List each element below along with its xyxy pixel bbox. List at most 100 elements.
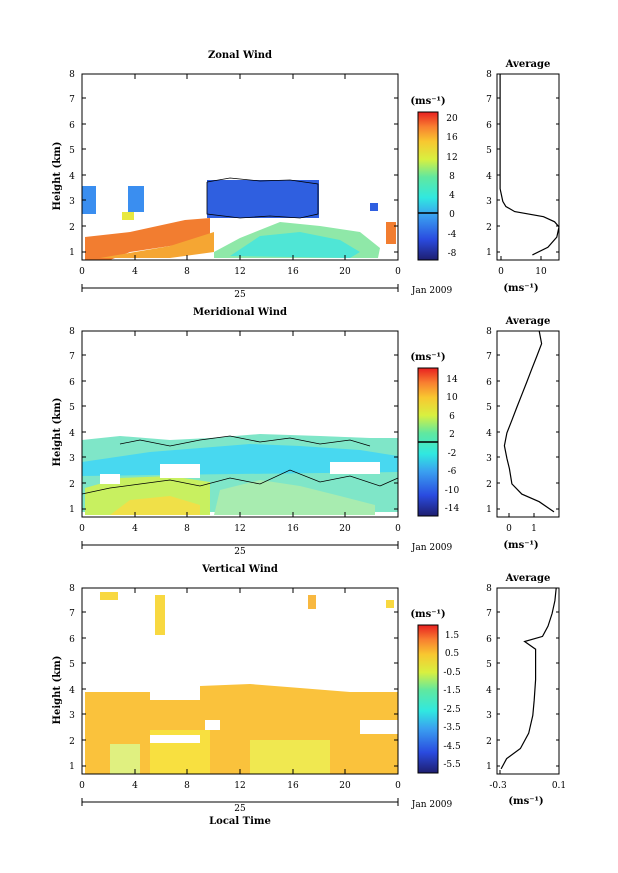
zero-contour — [206, 177, 319, 219]
chart-title: Zonal Wind — [208, 50, 272, 61]
y-tick-label: 3 — [69, 197, 75, 207]
average-profile-line — [499, 74, 560, 256]
heatmap-gap — [205, 720, 220, 730]
day-label: 25 — [234, 547, 246, 557]
heatmap-region-aloft — [308, 595, 316, 609]
y-tick-label: 8 — [486, 584, 492, 594]
x-tick-label: 20 — [339, 524, 351, 534]
y-axis-ticks: 1 2 3 4 5 6 7 8 — [69, 327, 398, 515]
colorbar-tick-label: -8 — [448, 249, 457, 259]
y-tick-label: 7 — [486, 352, 492, 362]
y-tick-label: 4 — [486, 686, 492, 696]
x-tick-label: 12 — [234, 524, 245, 534]
heatmap-region-negative — [128, 186, 144, 212]
y-tick-label: 5 — [486, 403, 492, 413]
colorbar-tick-label: 6 — [449, 412, 455, 422]
chart-title: Vertical Wind — [201, 564, 278, 575]
heatmap-region-strong-jet — [386, 222, 396, 244]
colorbar-tick-label: 0 — [449, 210, 455, 220]
colorbar-tick-label: -0.5 — [443, 668, 461, 678]
colorbar-tick-label: -5.5 — [443, 760, 461, 770]
average-xlabel: (ms⁻¹) — [503, 283, 538, 294]
colorbar-tick-label: 1.5 — [445, 631, 460, 641]
vertical-wind-panel: Vertical Wind Height (km) 1 2 3 4 5 6 7 … — [52, 564, 566, 827]
colorbar-gradient — [417, 111, 439, 261]
colorbar-tick-label: 20 — [446, 114, 458, 124]
x-axis-ticks: 0 4 8 12 16 20 0 25 Jan 2009 — [79, 331, 453, 557]
x-tick-label: 12 — [234, 781, 245, 791]
colorbar-tick-label: -6 — [448, 467, 457, 477]
y-tick-label: 7 — [486, 609, 492, 619]
colorbar-tick-label: -14 — [445, 504, 460, 514]
y-tick-label: 4 — [69, 686, 75, 696]
x-tick-label: 20 — [339, 781, 351, 791]
heatmap-gap — [150, 735, 200, 743]
heatmap-field — [81, 434, 399, 515]
y-tick-label: 8 — [69, 584, 75, 594]
x-tick-label: 16 — [287, 267, 299, 277]
x-tick-label: 8 — [184, 267, 190, 277]
x-tick-label: 12 — [234, 267, 245, 277]
x-tick-label: 4 — [132, 267, 138, 277]
x-tick-label: 4 — [132, 524, 138, 534]
colorbar-gradient — [417, 624, 439, 774]
x-tick-label: 16 — [287, 781, 299, 791]
x-tick-label: 0 — [395, 524, 401, 534]
y-tick-label: 2 — [69, 737, 75, 747]
x-tick-label: 20 — [339, 267, 351, 277]
y-tick-label: 5 — [69, 403, 75, 413]
y-tick-label: 2 — [69, 480, 75, 490]
y-ticks — [82, 73, 398, 253]
y-tick-label: 2 — [486, 480, 492, 490]
heatmap-region-strong-jet — [100, 232, 214, 258]
y-tick-label: 7 — [486, 95, 492, 105]
y-tick-label: 5 — [486, 660, 492, 670]
heatmap-region-negative — [207, 180, 319, 218]
colorbar-unit: (ms⁻¹) — [410, 352, 445, 363]
colorbar-tick-label: 2 — [449, 430, 455, 440]
y-tick-label: 5 — [69, 146, 75, 156]
colorbar-tick-label: 10 — [446, 393, 458, 403]
y-tick-label: 8 — [69, 70, 75, 80]
colorbar-tick-label: -10 — [445, 486, 460, 496]
average-frame — [496, 73, 560, 261]
colorbar-tick-label: 14 — [446, 375, 458, 385]
x-tick-label: 0 — [395, 267, 401, 277]
y-tick-label: 6 — [69, 121, 75, 131]
heatmap-region-negative — [82, 186, 96, 214]
average-profile: Average 1 2 3 4 5 6 7 8 0 1 (ms⁻¹) — [486, 316, 560, 551]
zero-contour — [81, 469, 399, 495]
date-label: Jan 2009 — [411, 286, 453, 296]
heatmap-gap — [160, 464, 200, 478]
x-ticks — [81, 74, 399, 260]
y-tick-label: 6 — [69, 635, 75, 645]
zero-contour — [119, 435, 371, 447]
x-tick-label: 16 — [287, 524, 299, 534]
y-tick-label: 8 — [69, 327, 75, 337]
y-tick-label: 4 — [486, 172, 492, 182]
colorbar-tick-label: -3.5 — [443, 723, 461, 733]
heatmap-region-aloft — [100, 592, 118, 600]
heatmap-region-positive — [110, 496, 200, 515]
x-tick-label: -0.3 — [489, 781, 507, 791]
meridional-wind-panel: Meridional Wind Height (km) 1 2 3 4 5 6 … — [52, 307, 560, 557]
x-tick-label: 0 — [498, 267, 504, 277]
y-tick-label: 6 — [486, 121, 492, 131]
colorbar: (ms⁻¹) 14 10 6 2 -2 -6 -10 -14 — [410, 352, 460, 517]
y-tick-label: 8 — [486, 327, 492, 337]
y-axis-label: Height (km) — [52, 398, 63, 467]
y-tick-label: 2 — [69, 223, 75, 233]
colorbar-unit: (ms⁻¹) — [410, 609, 445, 620]
y-tick-label: 4 — [69, 172, 75, 182]
y-tick-label: 6 — [69, 378, 75, 388]
heatmap-gap — [360, 720, 398, 734]
heatmap-region — [250, 740, 330, 774]
y-axis-ticks: 1 2 3 4 5 6 7 8 — [69, 584, 398, 772]
x-tick-label: 8 — [184, 524, 190, 534]
heatmap-field — [85, 592, 398, 774]
y-axis-ticks: 1 2 3 4 5 6 7 8 — [69, 70, 398, 258]
y-tick-label: 2 — [486, 223, 492, 233]
average-title: Average — [505, 59, 551, 70]
heatmap-region-aloft — [386, 600, 394, 608]
